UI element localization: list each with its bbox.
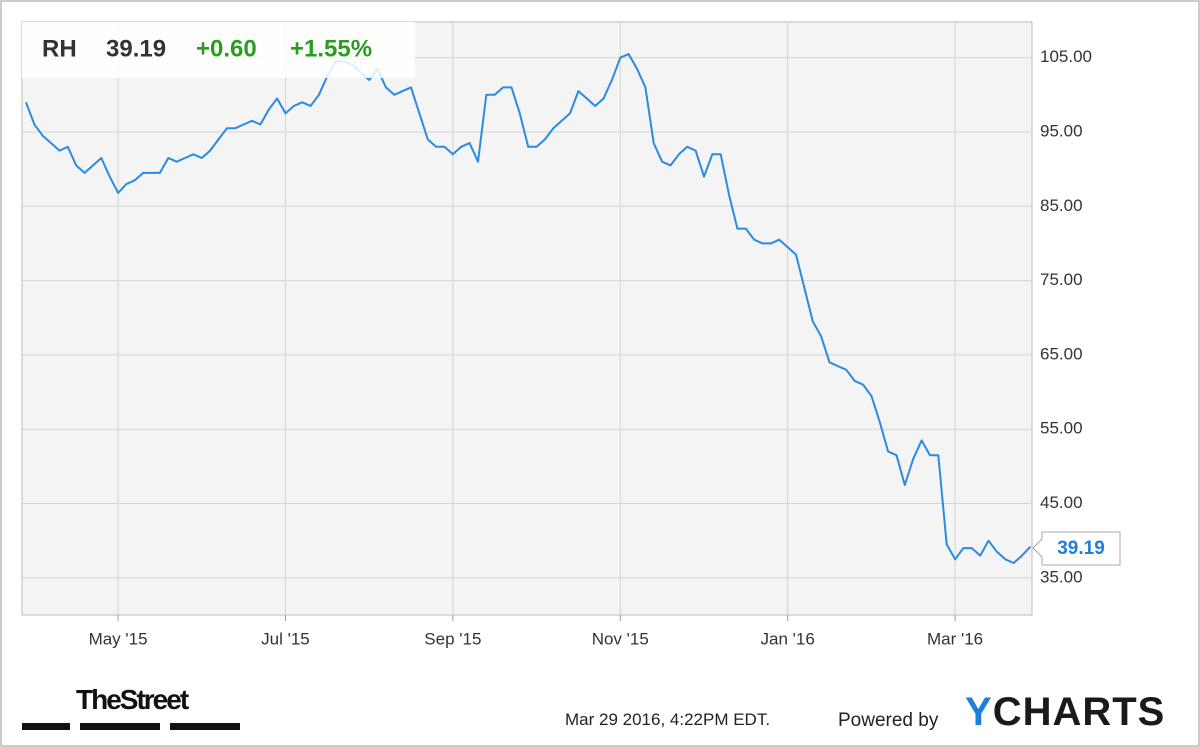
- quote-box: [22, 22, 415, 78]
- change-percent: +1.55%: [290, 35, 372, 62]
- x-tick-label: Mar '16: [927, 629, 983, 648]
- last-price-label: 39.19: [1057, 538, 1105, 559]
- logo-bar: [22, 723, 70, 730]
- x-tick-label: Nov '15: [592, 629, 649, 648]
- x-tick-label: Jan '16: [761, 629, 815, 648]
- plot-area: [21, 21, 1033, 616]
- source-logo: TheStreet: [76, 684, 189, 715]
- y-tick-label: 75.00: [1040, 270, 1083, 289]
- x-tick-label: Sep '15: [424, 629, 481, 648]
- ticker: RH: [42, 35, 77, 62]
- y-tick-label: 85.00: [1040, 196, 1083, 215]
- timestamp: Mar 29 2016, 4:22PM EDT.: [565, 710, 771, 729]
- y-tick-label: 105.00: [1040, 47, 1092, 66]
- price-line: [25, 53, 1032, 564]
- y-tick-label: 35.00: [1040, 567, 1083, 586]
- last-price-callout: [1032, 531, 1121, 566]
- brand-logo: YCHARTS: [965, 690, 1166, 734]
- logo-bar: [80, 723, 160, 730]
- price: 39.19: [106, 35, 166, 62]
- logo-bar: [170, 723, 240, 730]
- y-tick-label: 45.00: [1040, 493, 1083, 512]
- y-tick-label: 55.00: [1040, 419, 1083, 438]
- powered-by: Powered by: [838, 710, 939, 731]
- change: +0.60: [196, 35, 257, 62]
- x-tick-label: May '15: [89, 629, 148, 648]
- y-tick-label: 65.00: [1040, 344, 1083, 363]
- y-tick-label: 95.00: [1040, 121, 1083, 140]
- x-tick-label: Jul '15: [261, 629, 310, 648]
